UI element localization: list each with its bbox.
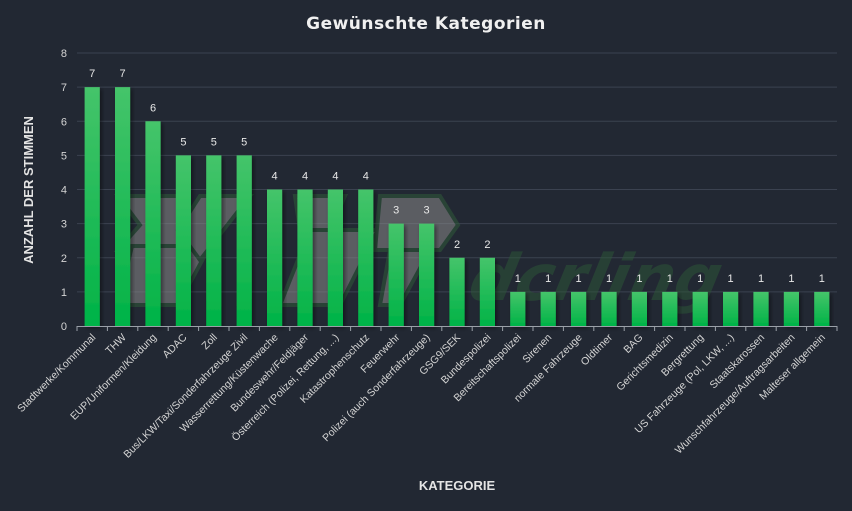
bar xyxy=(510,291,526,326)
data-label: 1 xyxy=(697,273,703,285)
data-label: 1 xyxy=(576,273,582,285)
data-label: 7 xyxy=(120,68,126,80)
bar xyxy=(783,291,799,326)
data-label: 4 xyxy=(332,171,338,183)
data-label: 1 xyxy=(819,273,825,285)
bar xyxy=(449,257,465,326)
bar xyxy=(388,223,404,326)
y-tick-label: 0 xyxy=(61,321,67,333)
bars xyxy=(84,87,830,326)
data-label: 2 xyxy=(484,239,490,251)
data-label: 4 xyxy=(363,171,369,183)
bar xyxy=(571,291,587,326)
bar xyxy=(631,291,647,326)
bar xyxy=(145,121,161,326)
y-tick-label: 5 xyxy=(61,150,67,162)
data-label: 3 xyxy=(424,205,430,217)
svg-text:dcrling: dcrling xyxy=(463,242,729,316)
y-tick-label: 3 xyxy=(61,219,67,231)
data-label: 7 xyxy=(89,68,95,80)
data-label: 5 xyxy=(211,136,217,148)
bar xyxy=(358,189,374,326)
bar xyxy=(753,291,769,326)
bar xyxy=(479,257,495,326)
data-labels: 7 7 6 5 5 5 4 4 4 4 3 3 2 2 1 1 1 1 1 1 1 1 1 1 1 xyxy=(89,68,825,285)
chart-title: Gewünschte Kategorien xyxy=(306,14,546,34)
data-label: 1 xyxy=(515,273,521,285)
data-label: 6 xyxy=(150,102,156,114)
y-tick-label: 7 xyxy=(61,82,67,94)
y-tick-label: 4 xyxy=(61,185,67,197)
x-axis-ticks xyxy=(76,326,838,331)
y-tick-label: 1 xyxy=(61,287,67,299)
data-label: 1 xyxy=(545,273,551,285)
bar xyxy=(84,87,100,326)
data-label: 1 xyxy=(636,273,642,285)
data-label: 1 xyxy=(788,273,794,285)
data-label: 1 xyxy=(667,273,673,285)
bar xyxy=(540,291,556,326)
bar xyxy=(206,155,222,326)
y-tick-label: 2 xyxy=(61,253,67,265)
data-label: 4 xyxy=(272,171,278,183)
data-label: 1 xyxy=(758,273,764,285)
data-label: 3 xyxy=(393,205,399,217)
bar xyxy=(297,189,313,326)
data-label: 4 xyxy=(302,171,308,183)
y-axis-tick-labels: 0 1 2 3 4 5 6 7 8 xyxy=(61,48,67,333)
data-label: 1 xyxy=(728,273,734,285)
bar xyxy=(814,291,830,326)
bar xyxy=(236,155,252,326)
bar xyxy=(419,223,435,326)
bar xyxy=(327,189,343,326)
bar xyxy=(175,155,191,326)
y-tick-label: 6 xyxy=(61,116,67,128)
data-label: 5 xyxy=(180,136,186,148)
bar xyxy=(662,291,678,326)
bar xyxy=(692,291,708,326)
data-label: 5 xyxy=(241,136,247,148)
bar xyxy=(267,189,283,326)
bar xyxy=(601,291,617,326)
y-axis-title: ANZAHL DER STIMMEN xyxy=(21,116,36,264)
x-axis-title: KATEGORIE xyxy=(419,478,496,493)
data-label: 2 xyxy=(454,239,460,251)
bar xyxy=(115,87,131,326)
bar xyxy=(723,291,739,326)
y-tick-label: 8 xyxy=(61,48,67,60)
data-label: 1 xyxy=(606,273,612,285)
